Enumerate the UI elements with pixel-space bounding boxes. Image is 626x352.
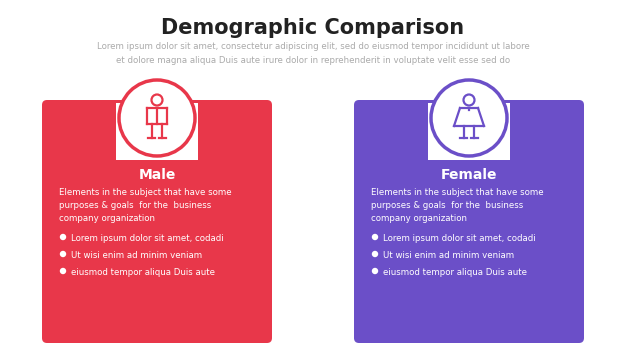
Text: Male: Male xyxy=(138,168,176,182)
Text: Ut wisi enim ad minim veniam: Ut wisi enim ad minim veniam xyxy=(383,251,514,260)
Bar xyxy=(428,103,510,160)
Circle shape xyxy=(372,268,378,274)
Circle shape xyxy=(60,234,66,240)
Text: Lorem ipsum dolor sit amet, codadi: Lorem ipsum dolor sit amet, codadi xyxy=(383,234,536,243)
Text: Lorem ipsum dolor sit amet, codadi: Lorem ipsum dolor sit amet, codadi xyxy=(71,234,223,243)
Text: Elements in the subject that have some
purposes & goals  for the  business
compa: Elements in the subject that have some p… xyxy=(59,188,232,223)
Circle shape xyxy=(372,251,378,257)
Bar xyxy=(116,103,198,160)
Circle shape xyxy=(431,80,507,156)
Text: eiusmod tempor aliqua Duis aute: eiusmod tempor aliqua Duis aute xyxy=(383,268,527,277)
Circle shape xyxy=(372,234,378,240)
FancyBboxPatch shape xyxy=(354,100,584,343)
Text: Elements in the subject that have some
purposes & goals  for the  business
compa: Elements in the subject that have some p… xyxy=(371,188,543,223)
FancyBboxPatch shape xyxy=(42,100,272,343)
Circle shape xyxy=(119,80,195,156)
Text: Ut wisi enim ad minim veniam: Ut wisi enim ad minim veniam xyxy=(71,251,202,260)
Text: Demographic Comparison: Demographic Comparison xyxy=(162,18,464,38)
Circle shape xyxy=(60,268,66,274)
Circle shape xyxy=(60,251,66,257)
Text: Lorem ipsum dolor sit amet, consectetur adipiscing elit, sed do eiusmod tempor i: Lorem ipsum dolor sit amet, consectetur … xyxy=(96,42,530,65)
Text: Female: Female xyxy=(441,168,497,182)
Text: eiusmod tempor aliqua Duis aute: eiusmod tempor aliqua Duis aute xyxy=(71,268,215,277)
